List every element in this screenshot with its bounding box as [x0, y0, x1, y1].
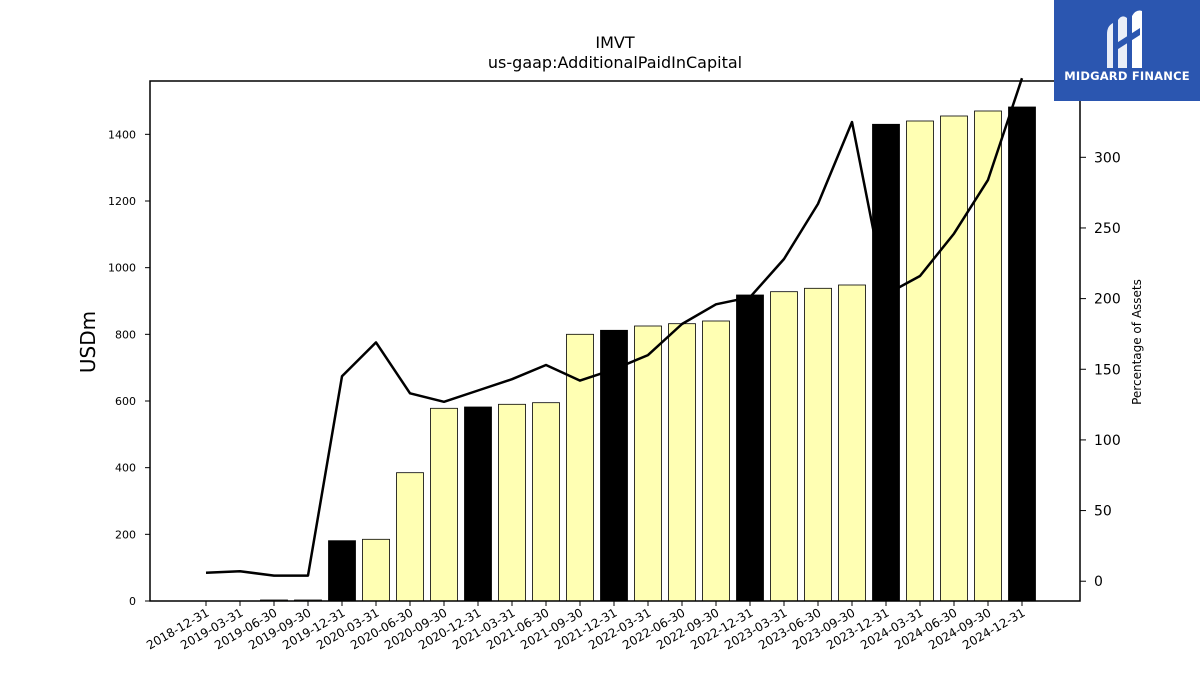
brand-name: MIDGARD FINANCE [1064, 69, 1190, 83]
y-left-tick-label: 200 [115, 528, 136, 541]
y-right-tick-label: 250 [1094, 221, 1121, 237]
bar-2023-12-31 [872, 123, 900, 602]
y-right-tick-label: 200 [1094, 292, 1121, 308]
y-right-tick-label: 100 [1094, 433, 1121, 449]
bar-2019-12-31 [328, 540, 356, 602]
bar-2024-09-30 [974, 110, 1002, 602]
plot-frame [149, 80, 1081, 602]
y-right-tick-label: 150 [1094, 362, 1121, 378]
bar-2023-06-30 [804, 287, 832, 602]
y-left-tick-label: 400 [115, 462, 136, 475]
bar-2022-09-30 [702, 320, 730, 602]
y-left-tick-label: 1400 [108, 128, 136, 141]
bar-2022-06-30 [668, 323, 696, 602]
bar-2020-06-30 [396, 472, 424, 602]
y-axis-left-label: USDm [76, 310, 100, 374]
bar-2021-06-30 [532, 402, 560, 602]
y-right-tick-label: 300 [1094, 150, 1121, 166]
bar-2024-12-31 [1008, 106, 1036, 602]
bar-2020-03-31 [362, 538, 390, 602]
y-right-tick-label: 0 [1094, 574, 1103, 590]
bar-2024-03-31 [906, 120, 934, 602]
y-left-tick-label: 1000 [108, 262, 136, 275]
y-right-tick-label: 50 [1094, 504, 1112, 520]
bar-2021-03-31 [498, 403, 526, 602]
bar-2022-03-31 [634, 325, 662, 602]
chart-title: IMVT [595, 33, 635, 52]
chart-subtitle: us-gaap:AdditionalPaidInCapital [487, 53, 743, 72]
bar-2021-12-31 [600, 329, 628, 602]
line-layer [205, 77, 1024, 577]
y-axis-right-label: Percentage of Assets [1130, 279, 1144, 405]
bar-2020-09-30 [430, 407, 458, 602]
midgard-logo-icon [1107, 10, 1142, 68]
bar-2023-03-31 [770, 291, 798, 602]
bars-layer [260, 106, 1036, 602]
bar-2020-12-31 [464, 406, 492, 602]
axes-layer [149, 80, 1081, 602]
bar-2021-09-30 [566, 333, 594, 602]
brand-logo: MIDGARD FINANCE [1054, 0, 1200, 101]
y-left-tick-label: 1200 [108, 195, 136, 208]
y-left-tick-label: 0 [129, 595, 136, 608]
y-left-tick-label: 600 [115, 395, 136, 408]
bar-2022-12-31 [736, 294, 764, 602]
y-left-tick-label: 800 [115, 328, 136, 341]
percentage-line [205, 77, 1024, 577]
bar-2023-09-30 [838, 284, 866, 602]
bar-2024-06-30 [940, 115, 968, 602]
